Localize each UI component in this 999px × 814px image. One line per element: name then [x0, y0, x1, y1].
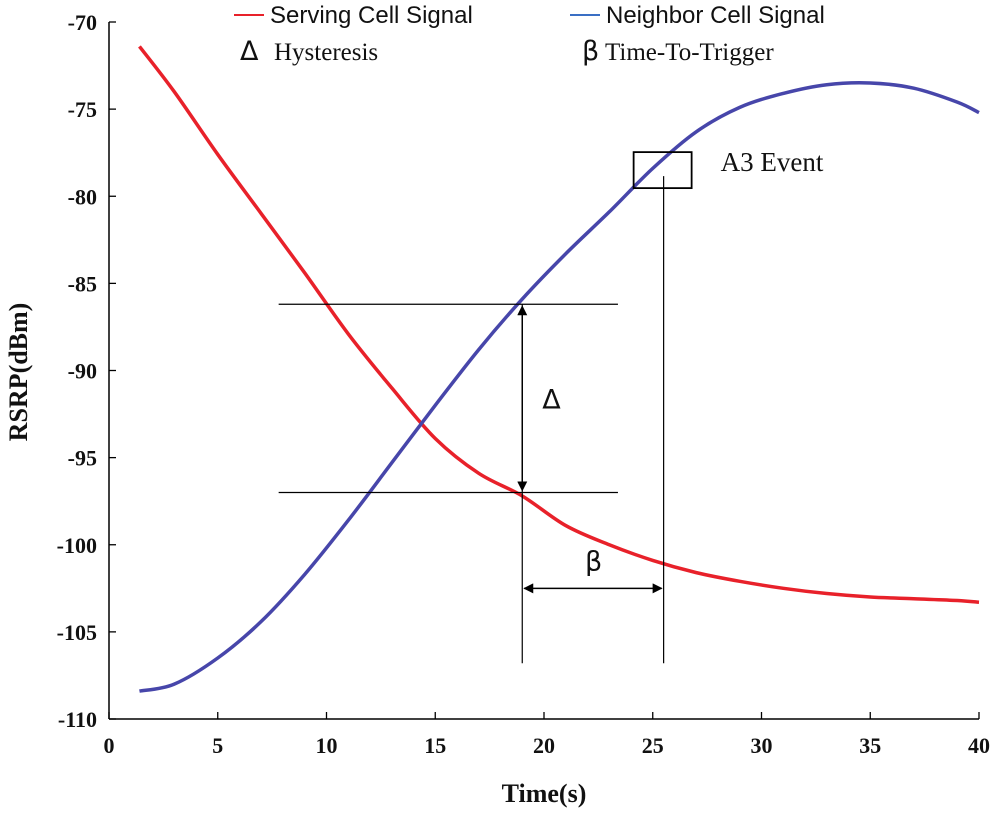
y-tick-label: -70 [68, 10, 97, 35]
legend-ttt-symbol: β [582, 36, 599, 67]
x-tick-label: 0 [104, 733, 115, 758]
y-ticks: -70 -75 -80 -85 -90 -95 -100 -105 -110 [57, 10, 116, 732]
y-tick-label: -100 [57, 533, 97, 558]
y-tick-label: -80 [68, 184, 97, 209]
a3-event-box [632, 151, 693, 190]
y-tick-label: -105 [57, 620, 97, 645]
y-axis-title: RSRP(dBm) [4, 303, 33, 442]
x-axis-title: Time(s) [502, 779, 587, 808]
a3-event-label: A3 Event [721, 147, 824, 177]
serving-cell-signal-line [138, 45, 980, 604]
hysteresis-symbol: Δ [542, 384, 561, 415]
y-tick-label: -90 [68, 359, 97, 384]
x-tick-label: 25 [642, 733, 664, 758]
legend-hysteresis-symbol: Δ [240, 36, 259, 67]
y-tick-label: -110 [58, 707, 97, 732]
legend-label-neighbor: Neighbor Cell Signal [606, 2, 825, 29]
neighbor-cell-signal-line [139, 81, 980, 693]
x-tick-label: 5 [212, 733, 223, 758]
x-tick-label: 15 [424, 733, 446, 758]
y-tick-label: -75 [68, 97, 97, 122]
x-tick-label: 30 [751, 733, 773, 758]
legend-hysteresis-label: Hysteresis [274, 39, 378, 66]
legend-ttt-label: Time-To-Trigger [605, 39, 774, 66]
x-tick-label: 35 [859, 733, 881, 758]
ttt-symbol: β [585, 546, 602, 577]
y-tick-label: -95 [68, 446, 97, 471]
x-tick-label: 20 [533, 733, 555, 758]
legend-label-serving: Serving Cell Signal [270, 2, 473, 29]
x-ticks: 0 5 10 15 20 25 30 35 40 [104, 712, 990, 758]
x-tick-label: 10 [316, 733, 338, 758]
y-tick-label: -85 [68, 271, 97, 296]
legend: Serving Cell Signal Neighbor Cell Signal… [234, 2, 825, 67]
x-tick-label: 40 [968, 733, 990, 758]
